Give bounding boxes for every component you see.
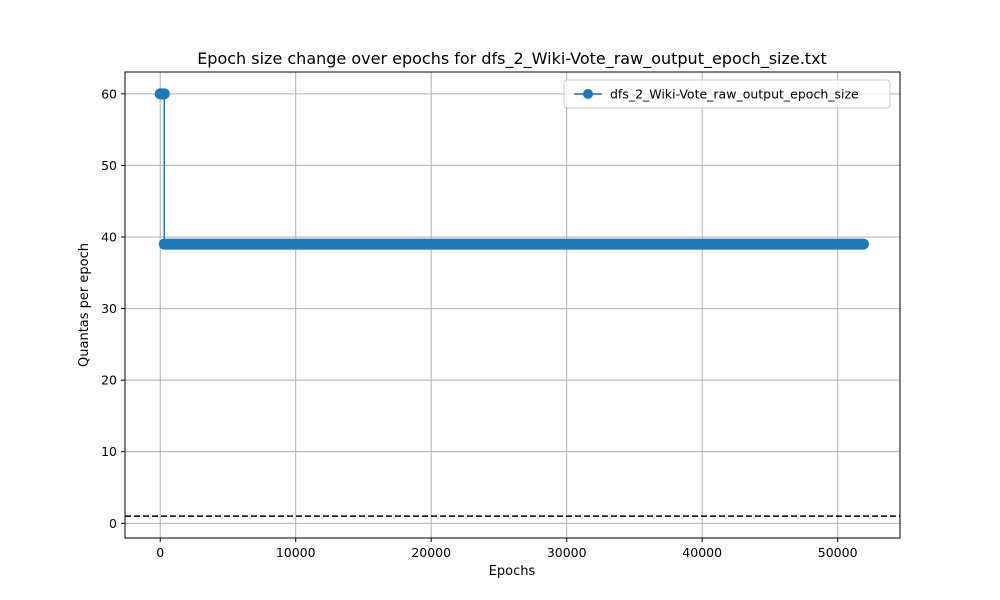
x-tick-label: 40000 [682,545,722,560]
y-tick-label: 20 [101,373,117,388]
y-tick-label: 0 [109,516,117,531]
x-axis-ticks: 0 10000 20000 30000 40000 50000 [156,538,858,560]
y-tick-label: 10 [101,444,117,459]
y-tick-label: 40 [101,229,117,244]
y-axis-label: Quantas per epoch [77,243,92,367]
x-tick-label: 0 [156,545,164,560]
x-tick-label: 20000 [411,545,451,560]
y-axis-ticks: 0 10 20 30 40 50 60 [101,86,125,531]
legend-box [563,79,891,109]
legend-label: dfs_2_Wiki-Vote_raw_output_epoch_size [610,87,859,102]
grid-lines [125,72,900,538]
y-tick-label: 50 [101,158,117,173]
series-layer [154,88,869,250]
y-tick-label: 30 [101,301,117,316]
x-tick-label: 30000 [547,545,587,560]
x-tick-label: 50000 [818,545,858,560]
y-tick-label: 60 [101,86,117,101]
plot-area-frame [124,71,901,539]
x-tick-label: 10000 [276,545,316,560]
legend: dfs_2_Wiki-Vote_raw_output_epoch_size [563,79,891,109]
chart-title: Epoch size change over epochs for dfs_2_… [197,49,827,69]
legend-marker-swatch [583,89,593,99]
x-axis-label: Epochs [489,564,536,579]
